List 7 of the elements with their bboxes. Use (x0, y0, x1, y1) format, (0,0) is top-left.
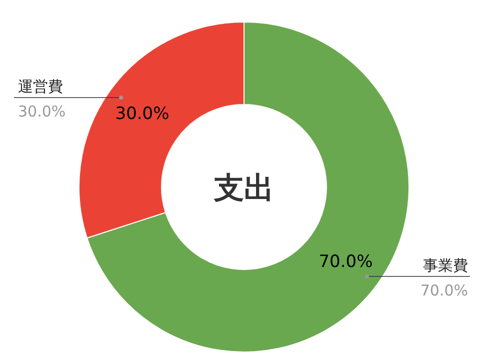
text: 70.0% (420, 281, 468, 300)
data-label: 70.0% (318, 252, 373, 272)
slice-label: 運営費 (18, 78, 63, 96)
slice-label: 事業費 (423, 256, 468, 274)
text: 30.0% (18, 102, 66, 121)
text: 支出 (213, 171, 274, 206)
data-label: 30.0% (115, 104, 170, 124)
